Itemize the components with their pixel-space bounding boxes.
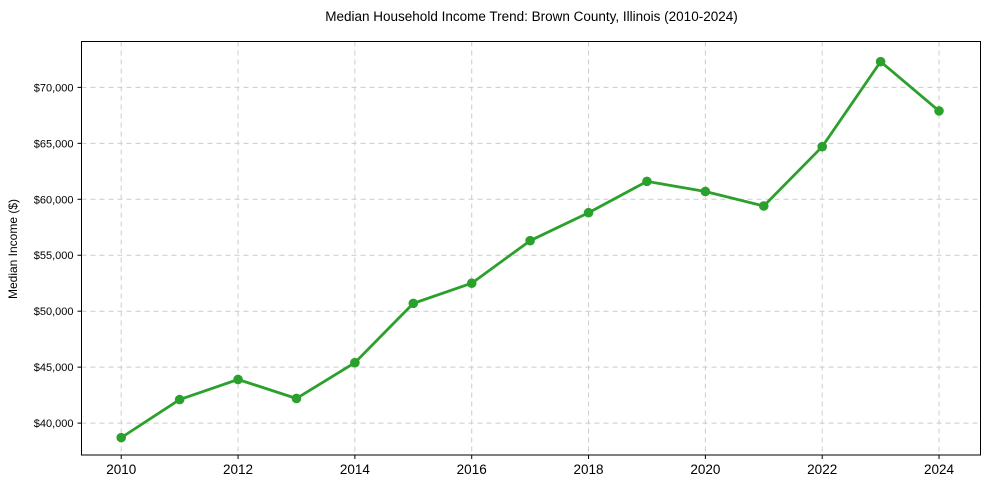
data-point-marker (233, 374, 243, 385)
x-tick-label: 2020 (690, 462, 720, 477)
data-point-marker (350, 357, 360, 368)
data-point-marker (466, 278, 477, 289)
data-point-marker (758, 201, 769, 211)
plot-border (81, 41, 981, 456)
data-point-marker (291, 393, 302, 404)
trend-line (119, 60, 941, 440)
y-tick-label: $55,000 (34, 250, 74, 262)
data-point-marker (116, 432, 127, 443)
data-point-marker (174, 394, 185, 405)
y-tick-label: $45,000 (34, 362, 74, 374)
y-tick-label: $65,000 (34, 138, 74, 150)
data-point-marker (583, 207, 594, 218)
x-tick-label: 2014 (340, 462, 371, 477)
x-tick-label: 2018 (574, 462, 604, 477)
y-tick-label: $60,000 (34, 194, 74, 206)
data-point-marker (700, 186, 711, 197)
chart-title: Median Household Income Trend: Brown Cou… (325, 9, 738, 24)
data-point-marker (525, 235, 535, 246)
x-tick-label: 2016 (457, 462, 487, 477)
x-tick-label: 2012 (223, 462, 253, 477)
x-tick-label: 2024 (924, 462, 955, 477)
data-point-marker (642, 176, 652, 187)
data-point-marker (817, 141, 827, 152)
data-point-marker (408, 298, 419, 309)
y-tick-label: $70,000 (34, 82, 74, 94)
x-tick-label: 2022 (807, 462, 837, 477)
y-tick-label: $50,000 (34, 306, 74, 318)
data-point-marker (875, 56, 886, 67)
data-point-marker (934, 106, 944, 116)
y-tick-label: $40,000 (34, 418, 74, 430)
x-tick-label: 2010 (106, 462, 136, 477)
